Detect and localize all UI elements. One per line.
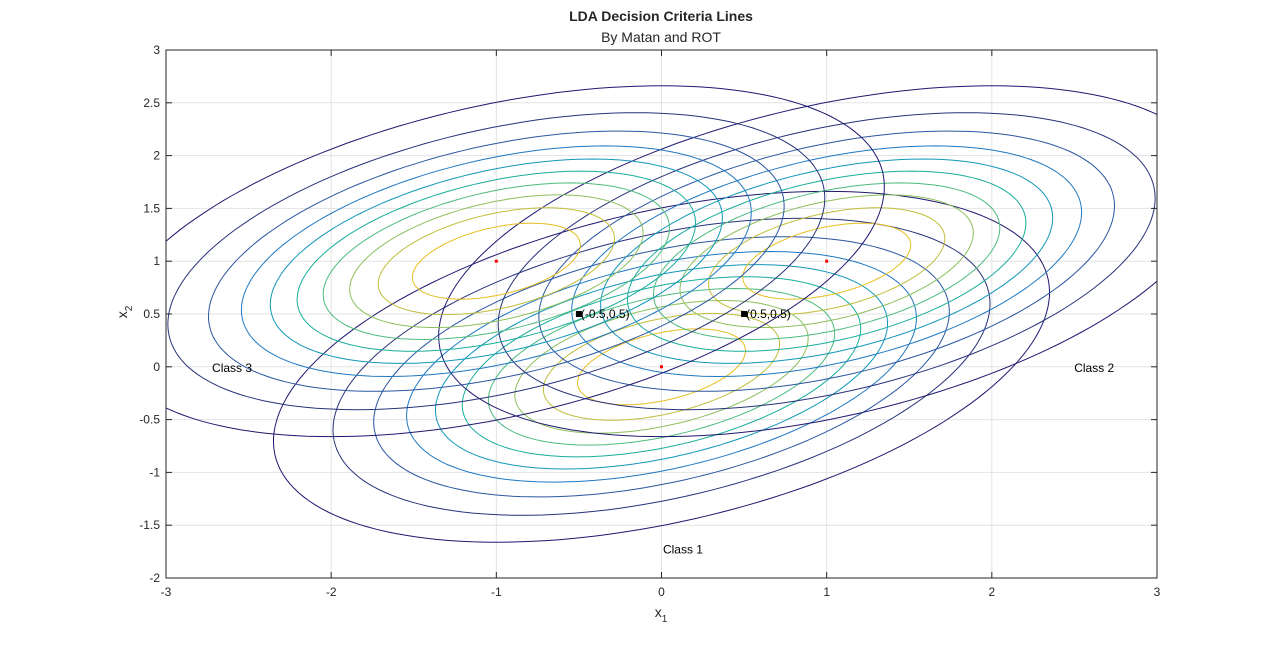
point-marker-0 xyxy=(575,311,582,317)
contour-class-3-level-3 xyxy=(207,130,785,392)
y-axis-label-base: x xyxy=(114,311,130,318)
y-tick-label: -1.5 xyxy=(139,518,160,532)
contour-class-2-level-9 xyxy=(708,207,946,316)
contour-class-2-level-7 xyxy=(652,182,1001,341)
contour-class-1-level-1 xyxy=(273,190,1050,543)
x-axis-label-subscript: 1 xyxy=(662,614,668,625)
point-label-1: (0.5,0.5) xyxy=(746,307,791,321)
mean-marker-class-1 xyxy=(660,365,663,369)
contour-class-1-level-8 xyxy=(514,300,809,434)
contour-class-2-level-4 xyxy=(571,145,1083,378)
contour-plot xyxy=(166,85,1157,543)
x-tick-label: -1 xyxy=(491,585,502,599)
x-axis-label: x1 xyxy=(655,604,668,625)
contour-class-2-level-5 xyxy=(600,158,1054,364)
contour-class-3-level-2 xyxy=(167,112,826,411)
contour-class-2-level-1 xyxy=(438,85,1157,438)
x-tick-label: -3 xyxy=(161,585,172,599)
contour-class-3-level-1 xyxy=(166,85,885,438)
contour-class-3-level-9 xyxy=(377,207,615,316)
contour-class-2-level-3 xyxy=(538,130,1116,392)
y-tick-label: 3 xyxy=(153,43,160,57)
contour-class-1-level-2 xyxy=(332,217,991,516)
contour-class-2-level-6 xyxy=(627,170,1027,352)
contour-class-3-level-7 xyxy=(322,182,671,341)
contour-class-2-level-10 xyxy=(742,222,912,300)
contour-class-1-level-5 xyxy=(435,264,888,470)
point-marker-1 xyxy=(741,311,748,317)
class-label-2: Class 1 xyxy=(663,542,703,556)
y-tick-label: 1.5 xyxy=(143,201,160,215)
contour-class-3-level-5 xyxy=(269,158,723,364)
contour-class-3-level-4 xyxy=(240,145,752,378)
class-label-1: Class 2 xyxy=(1074,361,1114,375)
contour-class-3-level-8 xyxy=(349,194,644,328)
contour-group xyxy=(166,85,1157,543)
contour-class-2-level-2 xyxy=(497,112,1156,411)
y-tick-label: 2 xyxy=(153,149,160,163)
contour-class-3-level-10 xyxy=(411,222,581,300)
y-tick-label: -1 xyxy=(149,465,160,479)
y-tick-label: 0.5 xyxy=(143,307,160,321)
y-tick-label: -0.5 xyxy=(139,413,160,427)
contour-class-2-level-8 xyxy=(679,194,974,328)
axis-ticks: -3 -2 -1 0 1 2 3-2-1.5-1-0.500.511.522.53 xyxy=(139,43,1160,599)
y-axis-label: x2 xyxy=(114,305,135,318)
mean-marker-class-3 xyxy=(494,259,498,263)
x-tick-label: 3 xyxy=(1154,585,1161,599)
x-tick-label: 0 xyxy=(658,585,665,599)
y-tick-label: 1 xyxy=(153,254,160,268)
point-label-0: (-0.5,0.5) xyxy=(581,307,630,321)
y-axis-label-subscript: 2 xyxy=(124,305,135,311)
x-axis-label-base: x xyxy=(655,604,662,620)
contour-class-3-level-6 xyxy=(296,170,696,352)
y-tick-label: -2 xyxy=(149,571,160,585)
x-tick-label: 2 xyxy=(988,585,995,599)
y-tick-label: 0 xyxy=(153,360,160,374)
annotations: (-0.5,0.5) (0.5,0.5) Class 3 Class 2 Class 1 xyxy=(212,307,1115,556)
x-tick-label: -2 xyxy=(326,585,337,599)
chart-title: LDA Decision Criteria Lines xyxy=(569,8,753,24)
x-tick-label: 1 xyxy=(823,585,830,599)
markers xyxy=(494,259,829,369)
y-tick-label: 2.5 xyxy=(143,96,160,110)
chart-subtitle: By Matan and ROT xyxy=(601,29,721,45)
contour-class-1-level-10 xyxy=(577,328,746,406)
mean-marker-class-2 xyxy=(825,259,829,263)
contour-class-1-level-7 xyxy=(487,287,836,446)
class-label-0: Class 3 xyxy=(212,361,252,375)
contour-class-1-level-9 xyxy=(542,312,781,421)
